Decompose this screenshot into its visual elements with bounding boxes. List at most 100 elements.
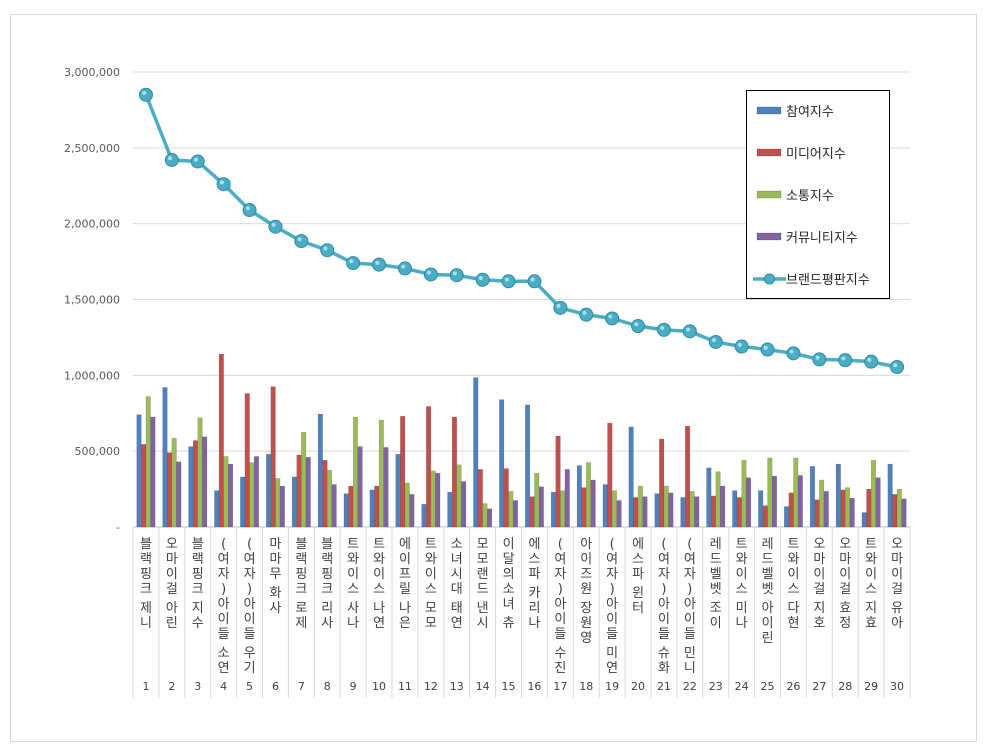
bar [870,460,876,528]
bar [892,494,898,528]
bar [680,497,686,528]
bar [301,432,307,528]
bar [202,436,208,528]
rank-label: 9 [350,680,357,693]
bar [581,487,587,528]
point-highlight [375,260,380,265]
point-highlight [815,355,820,360]
rank-label: 10 [372,680,386,693]
bar [503,468,509,528]
point-highlight [841,356,846,361]
rank-label: 6 [272,680,279,693]
line-point [786,346,801,361]
bar [901,498,907,528]
bar [421,504,427,528]
bar [266,454,272,528]
point-highlight [763,345,768,350]
bar [555,435,561,528]
bar [654,493,660,528]
rank-label: 22 [683,680,697,693]
bar [244,393,250,528]
bar [720,485,726,528]
bar [451,416,457,528]
y-tick-label: 1,000,000 [64,369,120,382]
rank-label: 12 [424,680,438,693]
bar [162,387,168,528]
line-point [268,219,283,234]
bar [845,487,851,528]
rank-label: 11 [398,680,412,693]
point-highlight [634,322,639,327]
line-point [812,352,827,367]
bar [343,493,349,528]
bar [758,490,764,528]
bar [352,416,358,528]
rank-label: 2 [168,680,175,693]
bar [404,482,410,528]
line-point [708,334,723,349]
line-point [527,274,542,289]
bar [473,377,479,528]
bar [823,491,829,528]
bar [430,470,436,528]
bar [508,491,514,528]
rank-label: 17 [553,680,567,693]
bar [228,463,234,528]
bar [197,417,203,528]
bar [628,426,634,528]
line-point [838,353,853,368]
bar [534,472,540,528]
line-point [864,354,879,369]
point-highlight [452,271,457,276]
y-tick-label: - [116,521,120,534]
rank-label: 5 [246,680,253,693]
bar [357,446,363,528]
y-tick-label: 500,000 [75,445,121,458]
bar [409,494,415,528]
bar [322,460,328,528]
y-tick-label: 1,500,000 [64,294,120,307]
bar [550,491,556,528]
point-highlight [789,349,794,354]
legend-swatch [756,148,782,157]
point-highlight [660,326,665,331]
rank-label: 7 [298,680,305,693]
bar [275,478,281,528]
bar [887,463,893,528]
bar [188,446,194,528]
bar [378,419,384,528]
point-highlight [711,338,716,343]
bar [395,454,401,528]
bar [223,456,229,528]
rank-label: 21 [657,680,671,693]
bar [819,479,825,528]
bar [685,425,691,528]
point-highlight [323,246,328,251]
rank-label: 16 [527,680,541,693]
bar [369,489,375,528]
rank-label: 30 [890,680,904,693]
point-highlight [556,304,561,309]
bar [456,464,462,528]
bar [253,456,259,528]
bar [529,496,535,528]
bar [784,506,790,528]
bar [771,475,777,528]
point-highlight [478,275,483,280]
y-tick-label: 3,000,000 [64,66,120,79]
bar [435,472,441,528]
bar [560,490,566,528]
rank-label: 23 [709,680,723,693]
point-highlight [219,180,224,185]
